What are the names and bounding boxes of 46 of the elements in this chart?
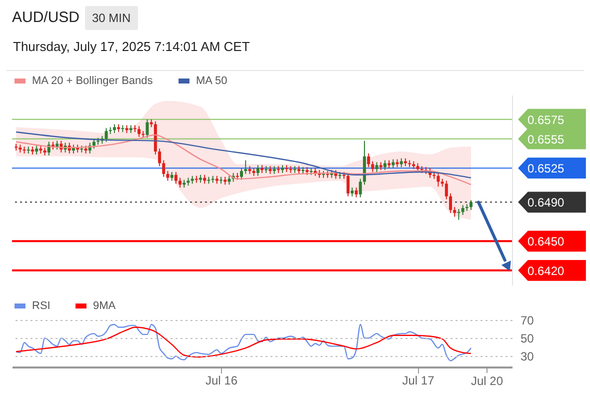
y-tick-label: 0.6525: [528, 162, 565, 176]
legend-label: 9MA: [93, 300, 116, 312]
y-tick-label: 0.6575: [528, 112, 565, 127]
candlestick: [346, 172, 350, 197]
candlestick: [256, 164, 260, 176]
chart-title: AUD/USD: [12, 9, 80, 26]
text: Jul 20: [470, 374, 504, 388]
y-tick-label: 50: [520, 332, 534, 346]
candlestick: [367, 152, 370, 168]
y-tick-label: 0.6450: [528, 234, 565, 249]
candlestick: [166, 170, 170, 182]
candlestick: [104, 128, 108, 142]
candlestick: [457, 208, 460, 220]
candlestick: [436, 172, 440, 188]
candlestick: [444, 180, 448, 200]
legend-label: RSI: [32, 300, 50, 312]
candlestick: [138, 126, 141, 138]
line-series: [16, 134, 472, 186]
candlestick: [461, 204, 464, 216]
y-tick-label: 0.6490: [528, 196, 565, 210]
candlestick: [470, 200, 473, 210]
candlestick: [449, 192, 452, 214]
y-tick-label: 30: [520, 350, 534, 364]
y-tick-label: 0.6555: [528, 132, 565, 146]
candlestick: [354, 187, 358, 198]
candlestick: [178, 177, 182, 188]
candlestick: [453, 206, 456, 218]
x-tick-label: Jul 17: [402, 374, 435, 388]
y-tick-label: 70: [520, 314, 534, 328]
candlestick: [371, 160, 374, 172]
candlestick: [375, 162, 378, 172]
candlestick: [174, 171, 178, 184]
chart-subtitle: Thursday, July 17, 2025 7:14:01 AM CET: [13, 39, 250, 54]
candlestick: [146, 118, 149, 138]
x-tick-label: Jul 16: [206, 374, 238, 388]
candlestick: [240, 168, 244, 180]
candlestick: [158, 148, 162, 167]
candlestick: [383, 160, 386, 171]
text: 30 MIN: [85, 6, 138, 30]
line-series: [16, 131, 472, 178]
legend-label: MA 20 + Bollinger Bands: [32, 75, 154, 87]
candlestick: [244, 160, 248, 174]
legend-label: MA 50: [196, 75, 228, 87]
candlestick: [358, 178, 362, 198]
candlestick: [162, 160, 166, 178]
y-tick-label: 0.6420: [528, 264, 565, 278]
